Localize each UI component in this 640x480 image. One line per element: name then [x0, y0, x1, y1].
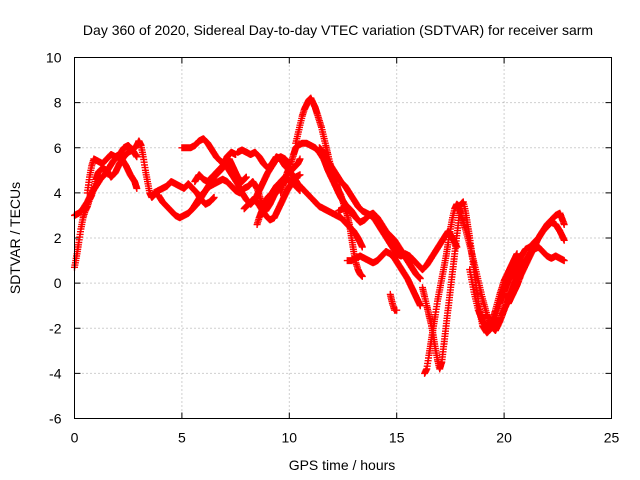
y-tick-label: -4 [49, 365, 62, 381]
y-tick-label: -6 [49, 411, 62, 427]
y-axis-label: SDTVAR / TECUs [7, 182, 23, 294]
series-marks [83, 142, 141, 197]
series-marks [335, 202, 424, 283]
series-track-p [335, 202, 424, 283]
series-marks [504, 218, 568, 307]
x-tick-labels: 0 5 10 15 20 25 [71, 430, 620, 446]
series-marks [386, 290, 401, 314]
x-tick-label: 0 [71, 430, 79, 446]
x-tick-label: 20 [496, 430, 512, 446]
data-series [71, 94, 568, 377]
series-track-u [466, 250, 521, 332]
series-marks [189, 148, 240, 213]
series-marks [285, 166, 366, 251]
series-track-r [386, 290, 401, 314]
series-marks [343, 248, 424, 310]
x-tick-label: 25 [604, 430, 620, 446]
plot-frame [74, 57, 612, 419]
y-tick-label: -2 [49, 320, 62, 336]
chart-title: Day 360 of 2020, Sidereal Day-to-day VTE… [83, 22, 593, 38]
y-tick-label: 10 [46, 50, 62, 66]
series-track-i [234, 146, 293, 174]
series-track-n [285, 166, 366, 251]
grid [74, 57, 612, 419]
series-track-q [343, 248, 424, 310]
x-tick-label: 5 [178, 430, 186, 446]
y-tick-labels: -6 -4 -2 0 2 4 6 8 10 [46, 50, 62, 427]
x-axis-label: GPS time / hours [289, 457, 396, 473]
y-tick-label: 8 [54, 95, 62, 111]
x-tick-label: 15 [389, 430, 405, 446]
y-tick-label: 6 [54, 140, 62, 156]
series-marks [466, 250, 521, 332]
series-track-h [189, 148, 240, 213]
y-tick-label: 0 [54, 275, 62, 291]
x-tick-label: 10 [282, 430, 298, 446]
y-tick-label: 4 [54, 185, 62, 201]
series-track-v [504, 218, 568, 307]
y-tick-label: 2 [54, 230, 62, 246]
series-track-c [83, 142, 141, 197]
series-marks [234, 146, 293, 174]
